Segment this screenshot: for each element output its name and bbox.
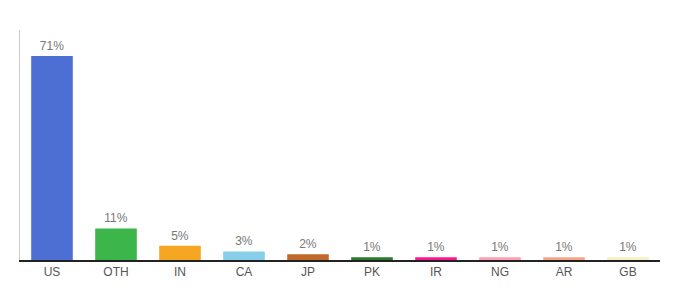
svg-text:PK: PK bbox=[364, 265, 380, 279]
svg-text:2%: 2% bbox=[299, 237, 317, 251]
svg-text:3%: 3% bbox=[235, 234, 253, 248]
svg-text:CA: CA bbox=[236, 265, 253, 279]
svg-text:71%: 71% bbox=[40, 39, 64, 53]
svg-text:NG: NG bbox=[491, 265, 509, 279]
svg-text:JP: JP bbox=[301, 265, 315, 279]
svg-text:5%: 5% bbox=[171, 229, 189, 243]
svg-text:IR: IR bbox=[430, 265, 442, 279]
svg-text:1%: 1% bbox=[619, 240, 637, 254]
svg-text:OTH: OTH bbox=[103, 265, 128, 279]
svg-text:GB: GB bbox=[619, 265, 636, 279]
svg-text:1%: 1% bbox=[427, 240, 445, 254]
svg-text:1%: 1% bbox=[363, 240, 381, 254]
svg-text:IN: IN bbox=[174, 265, 186, 279]
svg-text:11%: 11% bbox=[104, 211, 127, 225]
svg-text:AR: AR bbox=[556, 265, 573, 279]
svg-text:1%: 1% bbox=[491, 240, 509, 254]
svg-text:US: US bbox=[44, 265, 61, 279]
svg-text:1%: 1% bbox=[555, 240, 573, 254]
